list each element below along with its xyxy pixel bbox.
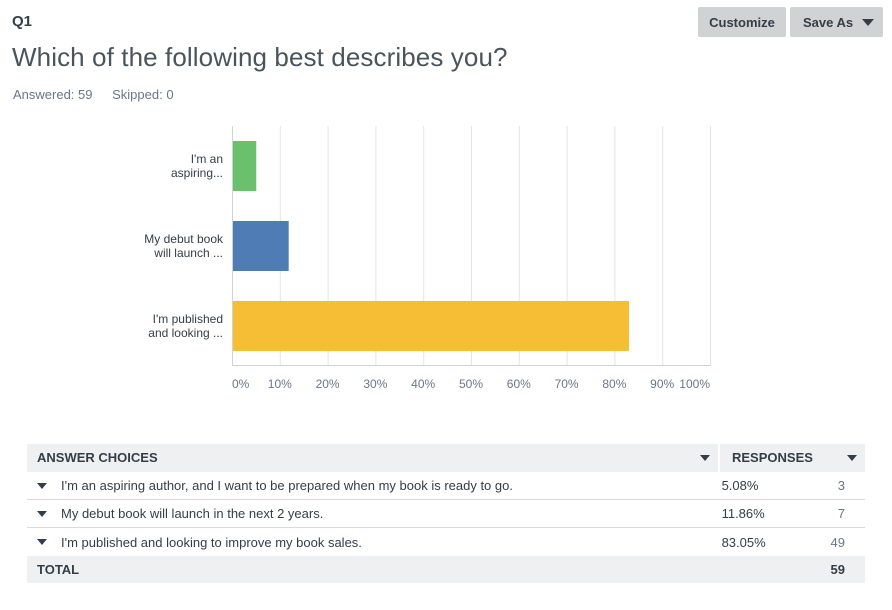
x-tick-label: 10% [268, 377, 292, 391]
table-row: I'm an aspiring author, and I want to be… [27, 472, 865, 500]
x-tick-label: 40% [411, 377, 435, 391]
x-tick-label: 70% [555, 377, 579, 391]
response-count: 3 [837, 478, 845, 493]
response-percent: 11.86% [721, 506, 765, 521]
x-tick-label: 90% [650, 377, 674, 391]
x-tick-label: 30% [363, 377, 387, 391]
category-label: aspiring... [171, 166, 223, 180]
sort-caret-icon[interactable] [847, 455, 857, 461]
responses-header-label: RESPONSES [732, 450, 813, 465]
bar [233, 301, 629, 351]
answer-table: ANSWER CHOICES RESPONSES I'm an aspiring… [27, 444, 865, 583]
table-row: My debut book will launch in the next 2 … [27, 500, 865, 528]
skipped-count: Skipped: 0 [112, 87, 174, 102]
chevron-down-icon [862, 18, 875, 26]
total-value: 59 [830, 562, 845, 577]
customize-button[interactable]: Customize [698, 7, 786, 37]
category-label: My debut book [144, 232, 224, 246]
x-tick-label: 80% [602, 377, 626, 391]
bar [233, 141, 257, 191]
answer-choices-header-label: ANSWER CHOICES [37, 450, 158, 465]
x-tick-label: 0% [232, 377, 250, 391]
save-as-button[interactable]: Save As [790, 7, 883, 37]
table-footer: TOTAL 59 [27, 556, 865, 583]
x-tick-label: 100% [679, 377, 710, 391]
x-tick-label: 50% [459, 377, 483, 391]
category-label: I'm an [191, 152, 223, 166]
customize-label: Customize [709, 14, 775, 30]
responses-header[interactable]: RESPONSES [720, 444, 865, 472]
category-label: and looking ... [148, 326, 223, 340]
save-as-label: Save As [803, 14, 854, 30]
x-tick-label: 20% [316, 377, 340, 391]
bar [233, 221, 289, 271]
table-header: ANSWER CHOICES RESPONSES [27, 444, 865, 472]
answer-choice-text: I'm published and looking to improve my … [61, 534, 362, 550]
x-tick-label: 60% [507, 377, 531, 391]
total-label: TOTAL [37, 562, 80, 577]
bar-chart: 0% 10% 20% 30% 40% 50% 60% 70% 80% 90% 100%I'm ana… [144, 126, 711, 391]
answer-choice-text: I'm an aspiring author, and I want to be… [61, 478, 513, 493]
response-percent: 5.08% [721, 478, 759, 493]
answer-choice-text: My debut book will launch in the next 2 … [61, 506, 324, 521]
response-count: 7 [837, 506, 845, 521]
category-label: will launch ... [153, 246, 223, 260]
answered-count: Answered: 59 [13, 87, 93, 102]
response-count: 49 [830, 534, 845, 550]
expand-caret-icon[interactable] [37, 482, 47, 489]
category-label: I'm published [153, 312, 223, 326]
answer-choices-header[interactable]: ANSWER CHOICES [27, 444, 720, 472]
sort-caret-icon[interactable] [700, 455, 710, 461]
response-stats: Answered: 59 Skipped: 0 [13, 87, 190, 102]
question-number: Q1 [12, 13, 33, 30]
expand-caret-icon[interactable] [37, 539, 47, 545]
expand-caret-icon[interactable] [37, 510, 47, 517]
question-title: Which of the following best describes yo… [12, 42, 508, 72]
response-percent: 83.05% [721, 534, 766, 550]
table-row: I'm published and looking to improve my … [27, 528, 865, 556]
